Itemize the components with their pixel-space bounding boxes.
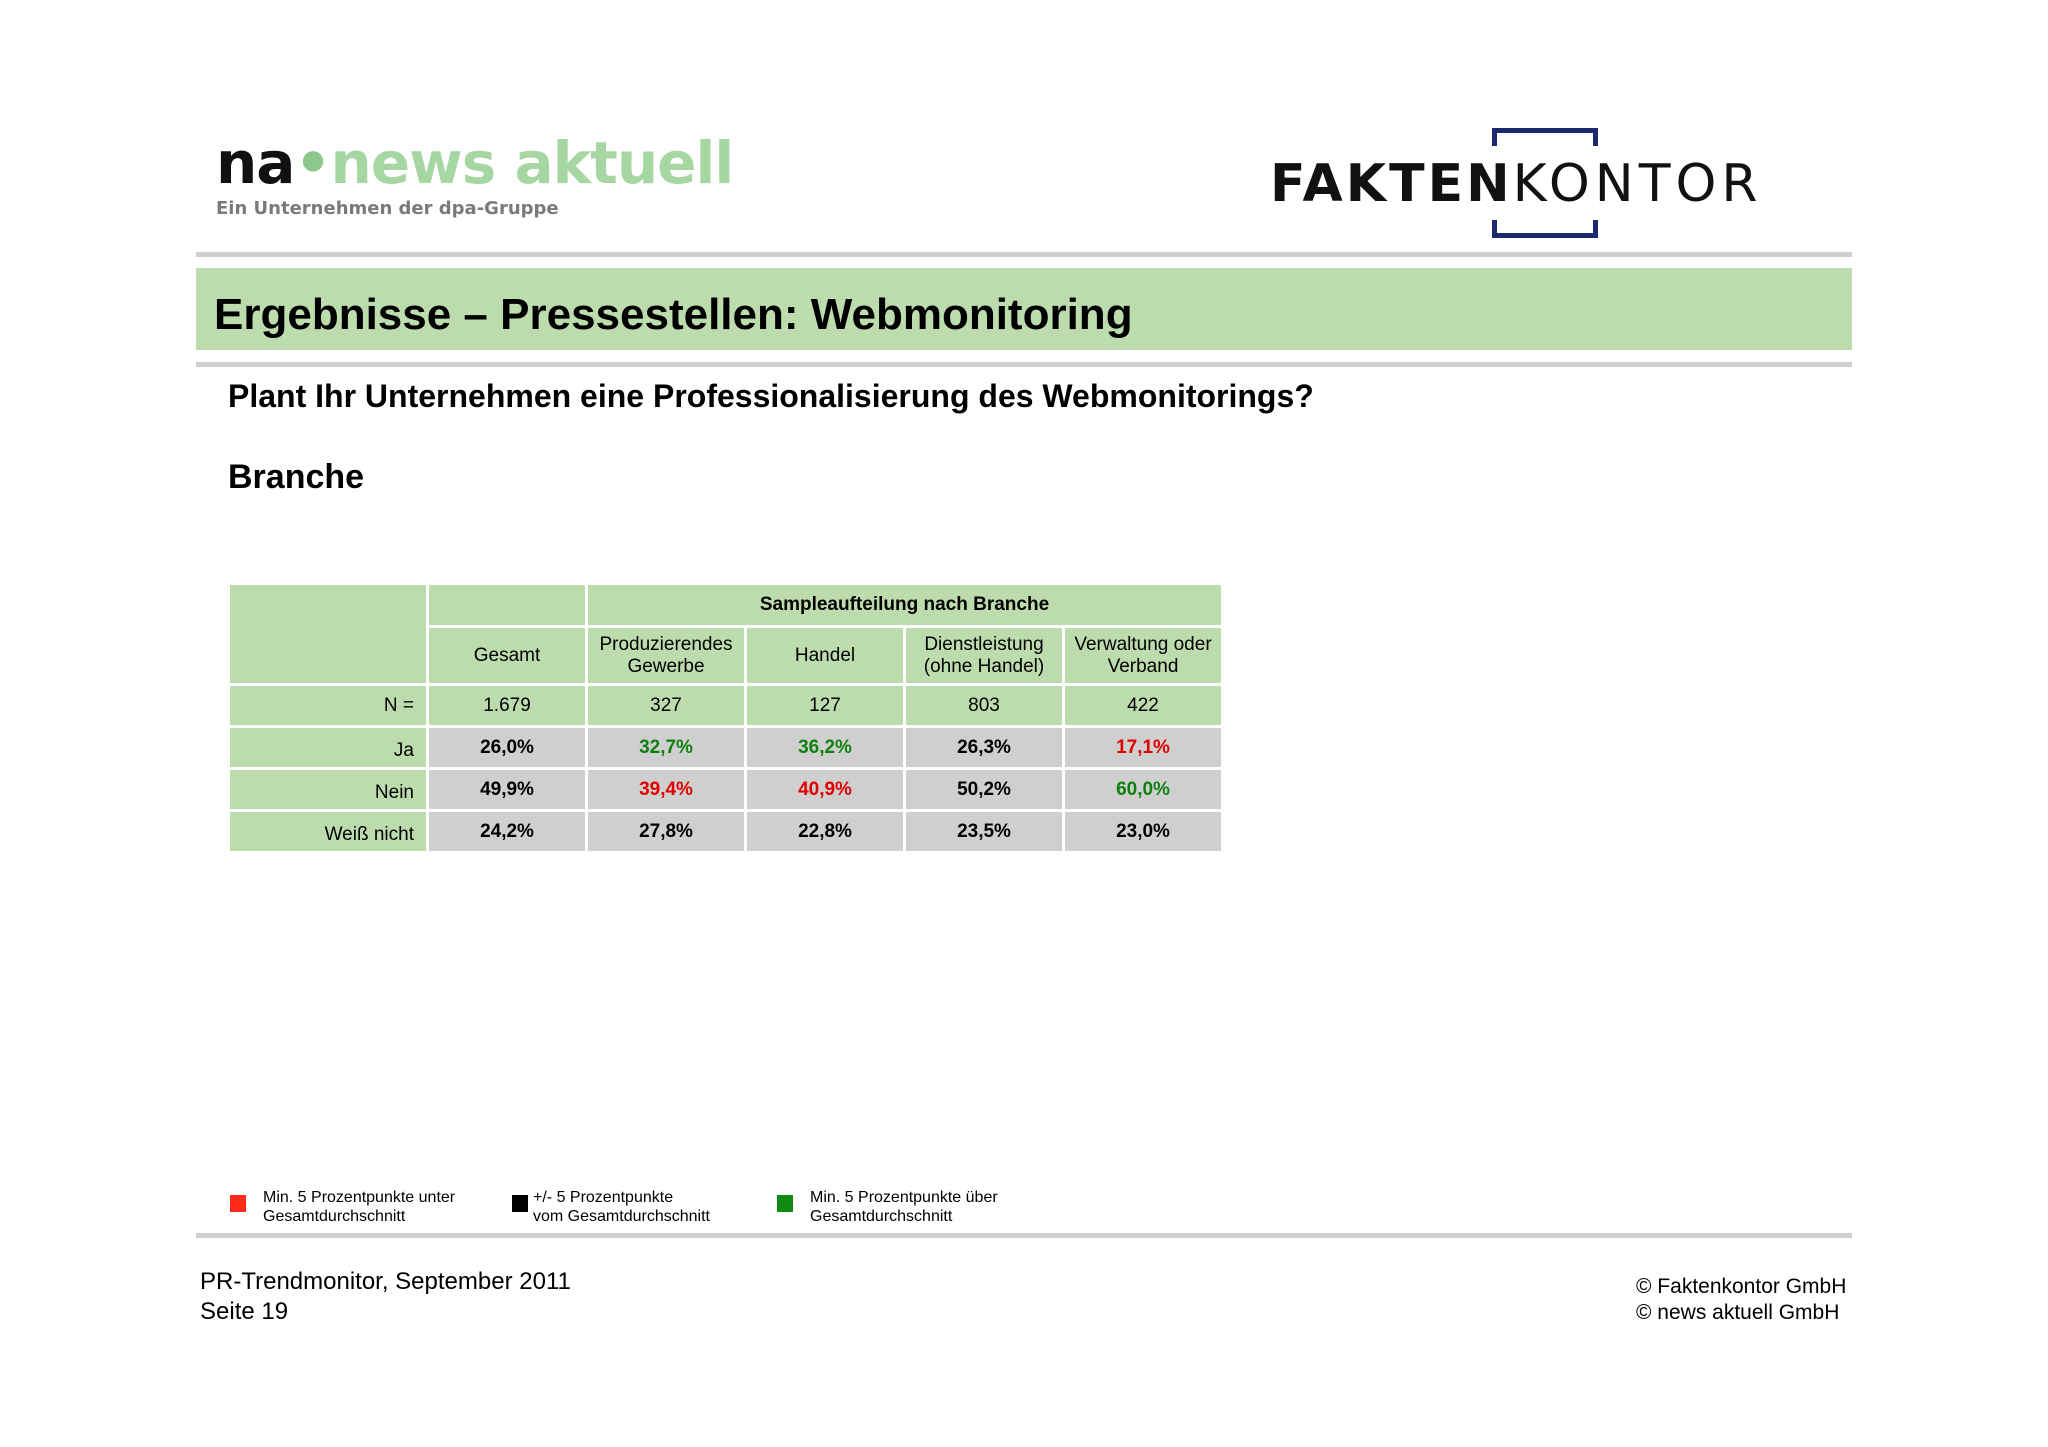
title-bar: Ergebnisse – Pressestellen: Webmonitorin… [196,268,1852,350]
value-cell: 24,2% [429,812,585,851]
faktenkontor-logo: FAKTENKONTOR [1270,128,1830,238]
value-cell: 22,8% [747,812,903,851]
table-row: Ja 26,0% 32,7% 36,2% 26,3% 17,1% [230,728,1221,767]
row-label: Weiß nicht [230,812,426,851]
n-row: N = 1.679 327 127 803 422 [230,686,1221,725]
table-row: Weiß nicht 24,2% 27,8% 22,8% 23,5% 23,0% [230,812,1221,851]
title-divider [196,362,1852,367]
logo-fakten: FAKTEN [1270,154,1513,214]
value-cell: 26,0% [429,728,585,767]
column-header: Produzierendes Gewerbe [588,628,744,683]
legend-swatch [777,1195,793,1212]
logo-dot: • [294,129,331,197]
legend-swatch [512,1195,528,1212]
header-divider [196,252,1852,257]
logo-kontor: KONTOR [1512,154,1763,214]
table-corner-extension [429,585,585,625]
value-cell: 50,2% [906,770,1062,809]
group-header: Sampleaufteilung nach Branche [588,585,1221,625]
legend-text: +/- 5 Prozentpunkte vom Gesamtdurchschni… [533,1189,710,1225]
n-cell: 803 [906,686,1062,725]
row-label: N = [230,686,426,725]
n-cell: 127 [747,686,903,725]
value-cell: 49,9% [429,770,585,809]
legend-text: Min. 5 Prozentpunkte über Gesamtdurchsch… [810,1189,998,1225]
logo-bracket-top [1492,128,1598,146]
value-cell: 23,5% [906,812,1062,851]
footer-divider [196,1233,1852,1238]
n-cell: 422 [1065,686,1221,725]
logo-name: news aktuell [330,129,735,197]
column-header: Dienstleistung (ohne Handel) [906,628,1062,683]
table-row: Nein 49,9% 39,4% 40,9% 50,2% 60,0% [230,770,1221,809]
footer-source: PR-Trendmonitor, September 2011 Seite 19 [200,1268,571,1325]
footer-copyright: © Faktenkontor GmbH © news aktuell GmbH [1636,1275,1847,1324]
news-aktuell-logo: na•news aktuell Ein Unternehmen der dpa-… [216,134,734,219]
row-label: Nein [230,770,426,809]
n-cell: 327 [588,686,744,725]
row-label: Ja [230,728,426,767]
legend-text: Min. 5 Prozentpunkte unter Gesamtdurchsc… [263,1189,456,1225]
n-cell: 1.679 [429,686,585,725]
table-corner [230,585,426,683]
value-cell: 23,0% [1065,812,1221,851]
value-cell: 60,0% [1065,770,1221,809]
value-cell: 27,8% [588,812,744,851]
value-cell: 32,7% [588,728,744,767]
page-title: Ergebnisse – Pressestellen: Webmonitorin… [214,290,1133,339]
column-header: Gesamt [429,628,585,683]
column-header: Handel [747,628,903,683]
logo-tagline: Ein Unternehmen der dpa-Gruppe [216,198,559,219]
value-cell: 39,4% [588,770,744,809]
column-header-row: Gesamt Produzierendes Gewerbe Handel Dienst… [230,628,1221,683]
section-subtitle: Branche [228,458,365,496]
logo-abbr: na [216,129,295,197]
column-header: Verwaltung oder Verband [1065,628,1221,683]
results-table: Sampleaufteilung nach Branche Gesamt Prod… [227,582,1224,854]
legend-swatch [230,1195,246,1212]
logo-bracket-bottom [1492,220,1598,238]
value-cell: 17,1% [1065,728,1221,767]
value-cell: 40,9% [747,770,903,809]
value-cell: 26,3% [906,728,1062,767]
value-cell: 36,2% [747,728,903,767]
question-heading: Plant Ihr Unternehmen eine Professionali… [228,378,1314,414]
